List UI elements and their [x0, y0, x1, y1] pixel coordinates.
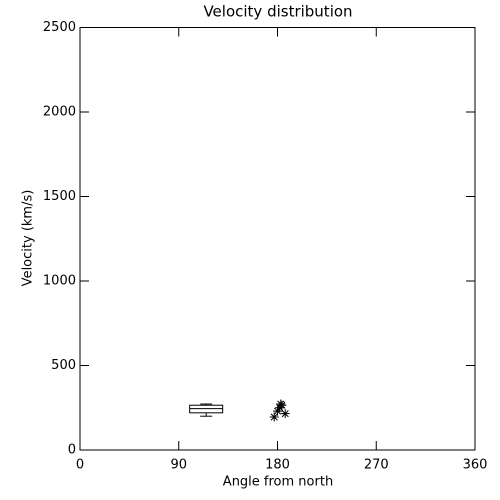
- point: [280, 409, 290, 419]
- point: [276, 399, 286, 409]
- y-axis-label: Velocity (km/s): [21, 190, 36, 287]
- y-tick-label: 1500: [43, 189, 76, 204]
- x-tick-label: 270: [364, 458, 389, 473]
- y-tick-label: 500: [51, 358, 76, 373]
- x-tick-label: 180: [265, 458, 290, 473]
- chart-title: Velocity distribution: [203, 3, 352, 21]
- plot-frame: [79, 27, 476, 451]
- point: [269, 412, 279, 422]
- point: [273, 406, 282, 416]
- x-tick-label: 360: [463, 458, 488, 473]
- x-tick-label: 0: [76, 458, 84, 473]
- y-tick-label: 2500: [43, 20, 76, 35]
- y-tick-label: 2000: [43, 105, 76, 120]
- x-tick-label: 90: [170, 458, 187, 473]
- y-tick-label: 0: [68, 443, 76, 458]
- y-tick-label: 1000: [43, 274, 76, 289]
- x-axis-label: Angle from north: [223, 475, 333, 490]
